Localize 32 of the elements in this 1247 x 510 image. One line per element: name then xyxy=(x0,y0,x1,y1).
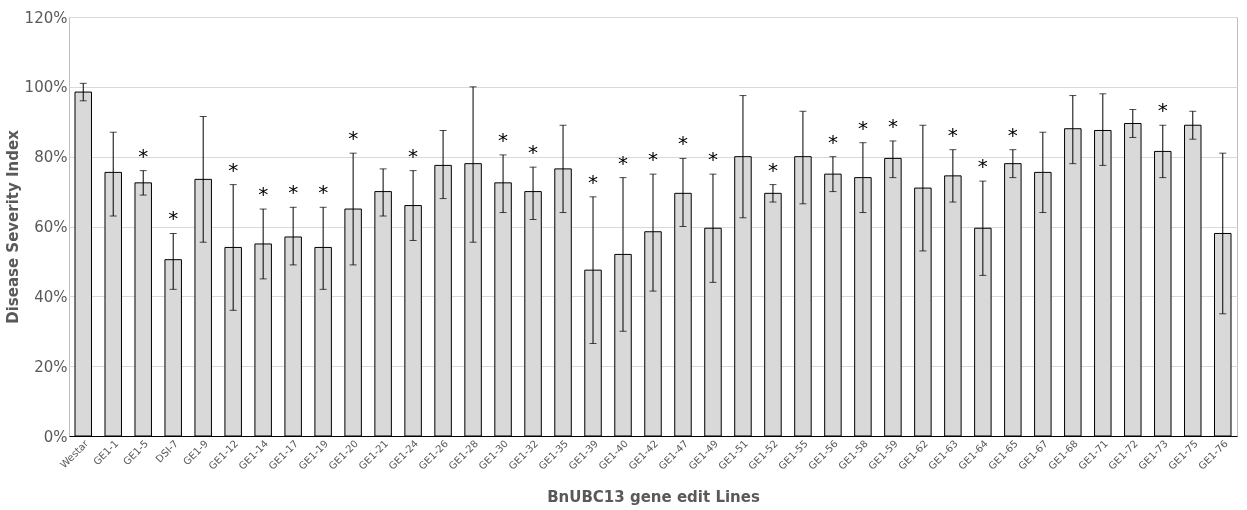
annotation: * xyxy=(408,143,419,168)
y-tick-label: 120% xyxy=(24,8,68,27)
annotation: * xyxy=(827,129,838,154)
annotation: * xyxy=(707,147,718,172)
annotation: * xyxy=(947,122,958,147)
annotation: * xyxy=(648,147,658,172)
annotation: * xyxy=(588,169,599,194)
annotation: * xyxy=(857,115,868,140)
y-tick-label: 20% xyxy=(34,357,68,376)
annotation: * xyxy=(258,182,269,207)
annotation: * xyxy=(138,143,149,168)
annotation: * xyxy=(168,206,179,231)
y-tick-label: 0% xyxy=(43,427,68,446)
y-tick-label: 60% xyxy=(34,218,68,236)
annotation: * xyxy=(887,113,898,138)
annotation: * xyxy=(677,131,688,156)
annotation: * xyxy=(1157,98,1168,123)
annotation: * xyxy=(498,127,509,152)
annotation: * xyxy=(767,157,778,182)
y-tick-label: 100% xyxy=(24,78,68,97)
y-axis-title: Disease Severity Index xyxy=(3,129,22,324)
annotation: * xyxy=(228,157,239,182)
y-tick-label: 80% xyxy=(34,148,68,167)
x-axis-title: BnUBC13 gene edit Lines xyxy=(547,487,760,506)
annotation: * xyxy=(618,150,629,175)
annotation: * xyxy=(977,154,988,179)
annotation: * xyxy=(318,180,329,205)
y-tick-label: 40% xyxy=(34,287,68,306)
annotation: * xyxy=(348,126,359,151)
annotation: * xyxy=(528,140,539,165)
annotation: * xyxy=(1007,122,1018,147)
annotation: * xyxy=(288,180,299,205)
